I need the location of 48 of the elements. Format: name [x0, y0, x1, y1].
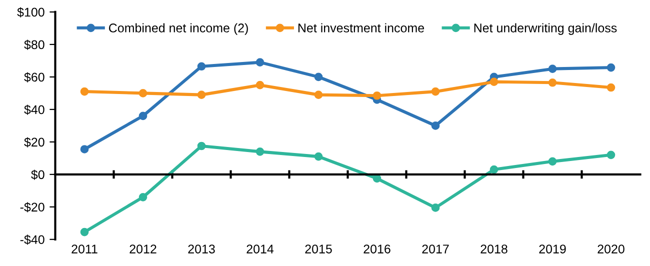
point — [138, 89, 148, 98]
point — [138, 112, 148, 120]
x-tick-label: 2015 — [305, 244, 332, 254]
legend-label: Combined net income (2) — [108, 23, 248, 35]
y-tick-label: $60 — [24, 72, 44, 82]
x-tick-label: 2012 — [130, 244, 156, 254]
x-tick-label: 2016 — [364, 244, 390, 254]
point — [548, 64, 557, 73]
point — [548, 78, 557, 87]
legend-label: Net underwriting gain/loss — [474, 23, 617, 35]
point — [606, 83, 616, 92]
point — [80, 145, 89, 154]
point — [314, 72, 323, 82]
y-tick-label: -$20 — [20, 202, 44, 212]
x-tick-label: 2018 — [480, 244, 508, 254]
point — [372, 91, 382, 100]
point — [197, 90, 206, 99]
y-tick-label: $80 — [24, 40, 44, 50]
point — [606, 63, 616, 72]
y-tick-label: -$40 — [20, 234, 44, 245]
y-tick-label: $40 — [24, 104, 44, 115]
point — [431, 122, 440, 130]
point — [197, 62, 206, 71]
point — [256, 148, 264, 156]
point — [490, 78, 498, 86]
y-tick-label: $20 — [24, 137, 44, 148]
point — [80, 87, 89, 96]
point — [548, 157, 557, 166]
point — [314, 152, 323, 161]
point — [490, 165, 498, 174]
point — [431, 87, 440, 96]
point — [256, 80, 264, 90]
x-tick-label: 2011 — [72, 244, 98, 254]
point — [606, 150, 616, 160]
x-tick-label: 2019 — [539, 244, 566, 254]
point — [197, 142, 206, 150]
point — [138, 192, 148, 202]
x-tick-label: 2013 — [188, 244, 215, 254]
x-tick-label: 2017 — [422, 244, 449, 254]
y-tick-label: $100 — [17, 7, 44, 18]
point — [431, 204, 440, 212]
x-tick-label: 2014 — [246, 244, 274, 254]
point — [80, 228, 89, 236]
legend-label: Net investment income — [298, 23, 424, 32]
point — [256, 58, 264, 66]
x-tick-label: 2020 — [598, 244, 624, 254]
y-tick-label: $0 — [31, 170, 44, 180]
point — [314, 90, 323, 99]
